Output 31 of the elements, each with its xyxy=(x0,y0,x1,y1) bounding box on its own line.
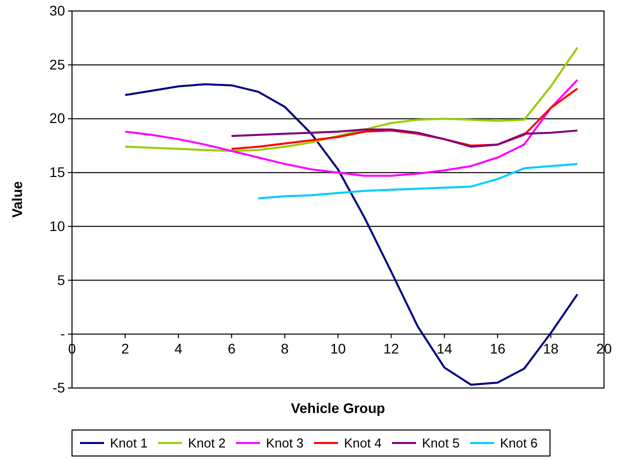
x-tick-label: 10 xyxy=(330,340,346,357)
y-tick-label: - xyxy=(60,326,66,342)
legend-label: Knot 5 xyxy=(422,436,460,451)
legend-label: Knot 3 xyxy=(266,436,304,451)
x-tick-label: 6 xyxy=(228,340,236,357)
y-axis-title: Value xyxy=(9,181,25,218)
x-tick-label: 14 xyxy=(436,340,452,357)
x-tick-label: 16 xyxy=(490,340,506,357)
line-series xyxy=(257,162,578,200)
x-tick-label: 4 xyxy=(174,340,182,357)
line-series xyxy=(230,128,578,148)
x-tick-label: 12 xyxy=(383,340,400,357)
line-series xyxy=(230,88,578,150)
line-series xyxy=(124,46,578,152)
x-tick-label: 8 xyxy=(280,340,289,357)
x-axis-title: Vehicle Group xyxy=(290,400,386,416)
y-tick-label: 25 xyxy=(49,56,66,72)
legend-label: Knot 4 xyxy=(344,436,382,451)
legend-label: Knot 6 xyxy=(500,436,538,451)
y-tick-label: 30 xyxy=(49,2,66,18)
line-series xyxy=(124,78,578,177)
legend-label: Knot 1 xyxy=(110,436,148,451)
legend-label: Knot 2 xyxy=(188,436,226,451)
y-tick-label: 10 xyxy=(49,218,66,234)
x-tick-label: 2 xyxy=(121,340,130,357)
y-tick-label: 5 xyxy=(57,272,66,288)
y-tick-label: 15 xyxy=(49,164,66,180)
y-tick-label: 20 xyxy=(49,110,66,126)
x-tick-label: 18 xyxy=(543,340,559,357)
line-series xyxy=(124,83,578,386)
y-tick-label: -5 xyxy=(52,379,66,396)
